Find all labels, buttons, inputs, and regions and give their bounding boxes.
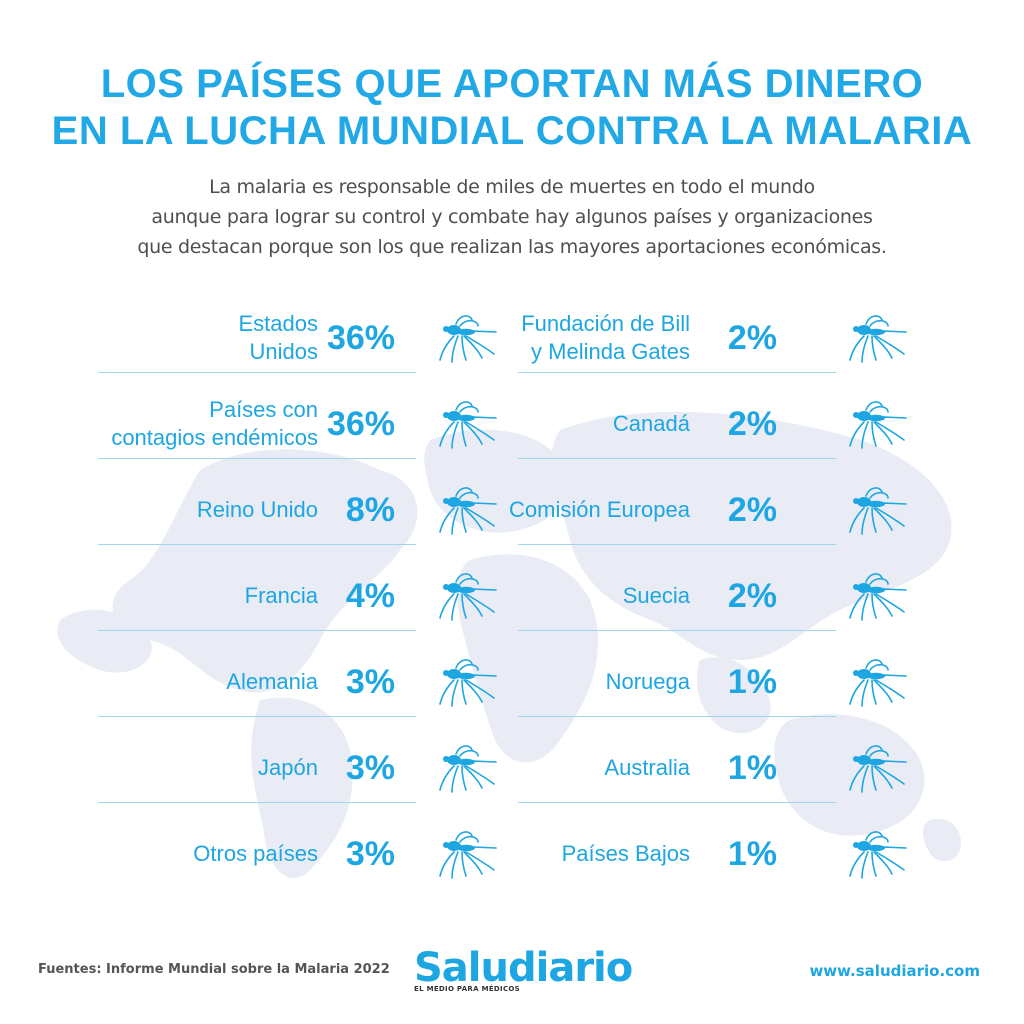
row-value: 3% bbox=[345, 748, 395, 787]
table-row: Australia 1% bbox=[0, 738, 1024, 798]
mosquito-icon bbox=[849, 573, 907, 621]
mosquito-icon bbox=[439, 745, 497, 793]
row-label: Países con contagios endémicos bbox=[111, 397, 318, 450]
continent-shape bbox=[923, 819, 961, 862]
table-row: Fundación de Bill y Melinda Gates 2% bbox=[0, 308, 1024, 368]
row-separator bbox=[98, 802, 416, 803]
row-value: 2% bbox=[727, 576, 777, 615]
continent-shape bbox=[251, 697, 353, 879]
row-value: 2% bbox=[727, 318, 777, 357]
table-row: Noruega 1% bbox=[0, 652, 1024, 712]
row-label: Japón bbox=[258, 755, 318, 780]
row-value: 2% bbox=[727, 490, 777, 529]
continent-shape bbox=[57, 609, 152, 673]
row-label: Reino Unido bbox=[196, 497, 318, 522]
row-separator bbox=[518, 372, 836, 373]
mosquito-icon bbox=[439, 315, 497, 363]
table-row: Francia 4% bbox=[0, 566, 1024, 626]
row-value: 4% bbox=[345, 576, 395, 615]
row-separator bbox=[518, 802, 836, 803]
table-row: Suecia 2% bbox=[0, 566, 1024, 626]
table-row: Países Bajos 1% bbox=[0, 824, 1024, 884]
row-label: Noruega bbox=[605, 669, 690, 694]
row-separator bbox=[98, 372, 416, 373]
row-value: 36% bbox=[326, 404, 395, 443]
row-label: Francia bbox=[244, 583, 318, 608]
row-label: Estados Unidos bbox=[238, 311, 319, 364]
row-separator bbox=[518, 716, 836, 717]
row-separator bbox=[98, 544, 416, 545]
row-label: Canadá bbox=[612, 411, 690, 436]
mosquito-icon bbox=[849, 401, 907, 449]
row-separator bbox=[98, 458, 416, 459]
table-row: Comisión Europea 2% bbox=[0, 480, 1024, 540]
row-separator bbox=[518, 458, 836, 459]
continent-shape bbox=[457, 554, 599, 763]
continent-shape bbox=[551, 411, 952, 660]
row-value: 2% bbox=[727, 404, 777, 443]
mosquito-icon bbox=[849, 659, 907, 707]
row-separator bbox=[98, 716, 416, 717]
row-separator bbox=[98, 630, 416, 631]
mosquito-icon bbox=[849, 315, 907, 363]
row-value: 36% bbox=[326, 318, 395, 357]
row-value: 1% bbox=[727, 662, 777, 701]
brand-tagline: EL MEDIO PARA MÉDICOS bbox=[414, 985, 520, 993]
row-label: Suecia bbox=[622, 583, 690, 608]
row-value: 8% bbox=[345, 490, 395, 529]
table-row: Otros países 3% bbox=[0, 824, 1024, 884]
row-label: Comisión Europea bbox=[509, 497, 690, 522]
mosquito-icon bbox=[439, 831, 497, 879]
row-label: Australia bbox=[604, 755, 690, 780]
table-row: Países con contagios endémicos 36% bbox=[0, 394, 1024, 454]
mosquito-icon bbox=[439, 487, 497, 535]
mosquito-icon bbox=[849, 487, 907, 535]
page-subtitle: La malaria es responsable de miles de mu… bbox=[137, 176, 887, 258]
row-label: Alemania bbox=[226, 669, 318, 694]
continent-shape bbox=[424, 429, 568, 533]
row-separator bbox=[518, 544, 836, 545]
row-value: 1% bbox=[727, 834, 777, 873]
row-label: Fundación de Bill y Melinda Gates bbox=[521, 311, 690, 364]
row-label: Países Bajos bbox=[561, 841, 690, 866]
continent-shape bbox=[696, 657, 771, 734]
mosquito-icon bbox=[439, 401, 497, 449]
mosquito-icon bbox=[439, 573, 497, 621]
row-value: 3% bbox=[345, 834, 395, 873]
page-title-line-1: LOS PAÍSES QUE APORTAN MÁS DINERO bbox=[100, 62, 924, 106]
table-row: Reino Unido 8% bbox=[0, 480, 1024, 540]
page-title-line-2: EN LA LUCHA MUNDIAL CONTRA LA MALARIA bbox=[51, 109, 973, 153]
brand-logo: Saludiario bbox=[414, 945, 633, 991]
source-note: Fuentes: Informe Mundial sobre la Malari… bbox=[38, 962, 390, 977]
mosquito-icon bbox=[849, 745, 907, 793]
row-value: 3% bbox=[345, 662, 395, 701]
continent-shape bbox=[112, 449, 418, 693]
mosquito-icon bbox=[439, 659, 497, 707]
row-separator bbox=[518, 630, 836, 631]
table-row: Estados Unidos 36% bbox=[0, 308, 1024, 368]
table-row: Japón 3% bbox=[0, 738, 1024, 798]
row-value: 1% bbox=[727, 748, 777, 787]
row-label: Otros países bbox=[193, 841, 318, 866]
website-link[interactable]: www.saludiario.com bbox=[809, 962, 980, 980]
table-row: Alemania 3% bbox=[0, 652, 1024, 712]
continent-shape bbox=[774, 714, 925, 836]
table-row: Canadá 2% bbox=[0, 394, 1024, 454]
mosquito-icon bbox=[849, 831, 907, 879]
